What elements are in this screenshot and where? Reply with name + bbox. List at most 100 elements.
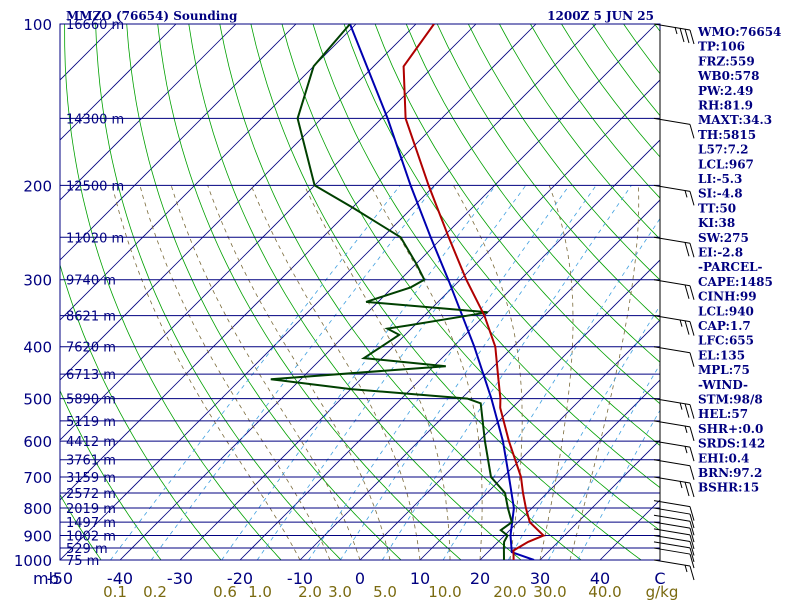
wind-barb-flag — [684, 403, 690, 418]
height-label: 6713 m — [66, 368, 116, 383]
wind-barb-flag — [684, 481, 690, 497]
temperature-tick-label: -50 — [47, 569, 73, 588]
mixing-ratio-line — [577, 409, 660, 560]
mixing-ratio-line — [381, 185, 632, 560]
wind-barb — [653, 507, 695, 529]
isotherm-line — [60, 24, 237, 201]
height-label: 8621 m — [66, 310, 116, 325]
wind-barb-flag — [689, 506, 695, 521]
index-value: CAP:1.7 — [698, 319, 751, 333]
wind-barb-staff — [653, 500, 691, 508]
wind-barb-staff — [653, 514, 691, 522]
wind-barb-flag — [689, 191, 695, 206]
moist-adiabat — [170, 185, 361, 560]
height-label: 14300 m — [66, 112, 124, 127]
index-value: CAPE:1485 — [698, 275, 773, 289]
mixing-ratio-label: 0.6 — [213, 583, 237, 600]
pressure-tick-label: 800 — [23, 500, 52, 518]
height-label: 5119 m — [66, 415, 116, 430]
wind-barb-flag — [689, 528, 695, 543]
index-value: BRN:97.2 — [698, 466, 762, 480]
index-value: HEL:57 — [698, 407, 748, 421]
isobar-lines — [60, 23, 660, 561]
wind-barb-flag — [689, 352, 695, 367]
height-label: 9740 m — [66, 274, 116, 289]
pressure-tick-label: 700 — [23, 469, 52, 487]
wind-barb — [653, 236, 695, 258]
valid-time: 1200Z 5 JUN 25 — [547, 9, 654, 23]
wind-barb — [653, 528, 695, 550]
height-label: 2019 m — [66, 502, 116, 517]
dry-adiabat — [592, 24, 660, 117]
height-label: 75 m — [66, 554, 99, 569]
temperature-tick-label: 40 — [590, 569, 610, 588]
wind-barb-half — [679, 319, 683, 327]
wind-barb-half — [679, 480, 683, 489]
wind-barb-half — [684, 425, 688, 433]
wind-barb-half — [679, 402, 683, 410]
index-value: FRZ:559 — [698, 54, 755, 68]
isotherm-line — [239, 139, 660, 560]
wind-barb-flag — [689, 465, 695, 480]
index-value: TP:106 — [698, 40, 745, 54]
pressure-tick-label: 1000 — [14, 552, 52, 570]
index-value: SW:275 — [698, 231, 749, 245]
height-label: 1002 m — [66, 529, 116, 544]
height-label: 2572 m — [66, 487, 116, 502]
mixing-ratio-label: 10.0 — [428, 583, 461, 600]
parcel-profile — [349, 24, 535, 560]
wind-barb-flag — [684, 284, 690, 299]
wind-barb — [653, 547, 695, 569]
wind-barb — [653, 500, 695, 521]
height-label: 4412 m — [66, 435, 116, 450]
dry-adiabat — [188, 24, 522, 560]
isotherm-line — [539, 439, 660, 560]
isotherm-line — [60, 24, 417, 381]
isotherm-line — [60, 24, 597, 560]
wind-barb-staff — [653, 476, 691, 484]
height-label: 5890 m — [66, 393, 116, 408]
indices-panel: WMO:76654TP:106FRZ:559WB0:578PW:2.49RH:8… — [697, 25, 781, 495]
wind-barb-staff — [653, 559, 691, 567]
mixing-ratio-label: 0.1 — [103, 583, 127, 600]
isotherm-line — [60, 24, 537, 501]
wind-barb-staff — [653, 117, 691, 125]
dewpoint-profile — [270, 24, 513, 560]
dry-adiabat — [561, 24, 660, 158]
wind-barb-flag — [689, 285, 695, 300]
temperature-tick-label: 0 — [355, 569, 365, 588]
wind-barb-flag — [689, 482, 695, 498]
dry-adiabat — [281, 24, 660, 531]
index-value: CINH:99 — [698, 290, 757, 304]
wind-barb — [653, 117, 695, 139]
dry-adiabat — [60, 263, 222, 560]
index-value: SHR+:0.0 — [698, 422, 763, 436]
background-lines — [60, 24, 660, 560]
height-label: 529 m — [66, 542, 108, 557]
wind-barb — [653, 559, 695, 581]
temperature-tick-label: -30 — [167, 569, 193, 588]
height-label: 3761 m — [66, 454, 116, 469]
wind-barb-flag — [689, 534, 695, 550]
wind-barb-staff — [653, 541, 691, 549]
index-value: BSHR:15 — [698, 481, 759, 495]
wind-barb — [653, 420, 695, 441]
index-value: RH:81.9 — [698, 99, 753, 113]
wind-barb — [653, 541, 695, 562]
wind-barb — [653, 514, 695, 536]
temperature-profile — [402, 24, 546, 560]
wind-barb — [653, 346, 695, 367]
wind-barb-half — [684, 564, 688, 573]
moist-adiabat — [569, 185, 640, 560]
index-value: MAXT:34.3 — [698, 113, 772, 127]
wind-barb-flag — [679, 27, 685, 43]
height-label: 7620 m — [66, 341, 116, 356]
wind-barb-staff — [653, 459, 691, 467]
mixing-ratio-label: 2.0 — [298, 583, 322, 600]
temperature-tick-label: 30 — [530, 569, 550, 588]
index-value: WB0:578 — [697, 69, 759, 83]
isotherm-line — [60, 24, 477, 441]
wind-barb-staff — [653, 420, 691, 428]
isotherm-line — [119, 24, 657, 560]
